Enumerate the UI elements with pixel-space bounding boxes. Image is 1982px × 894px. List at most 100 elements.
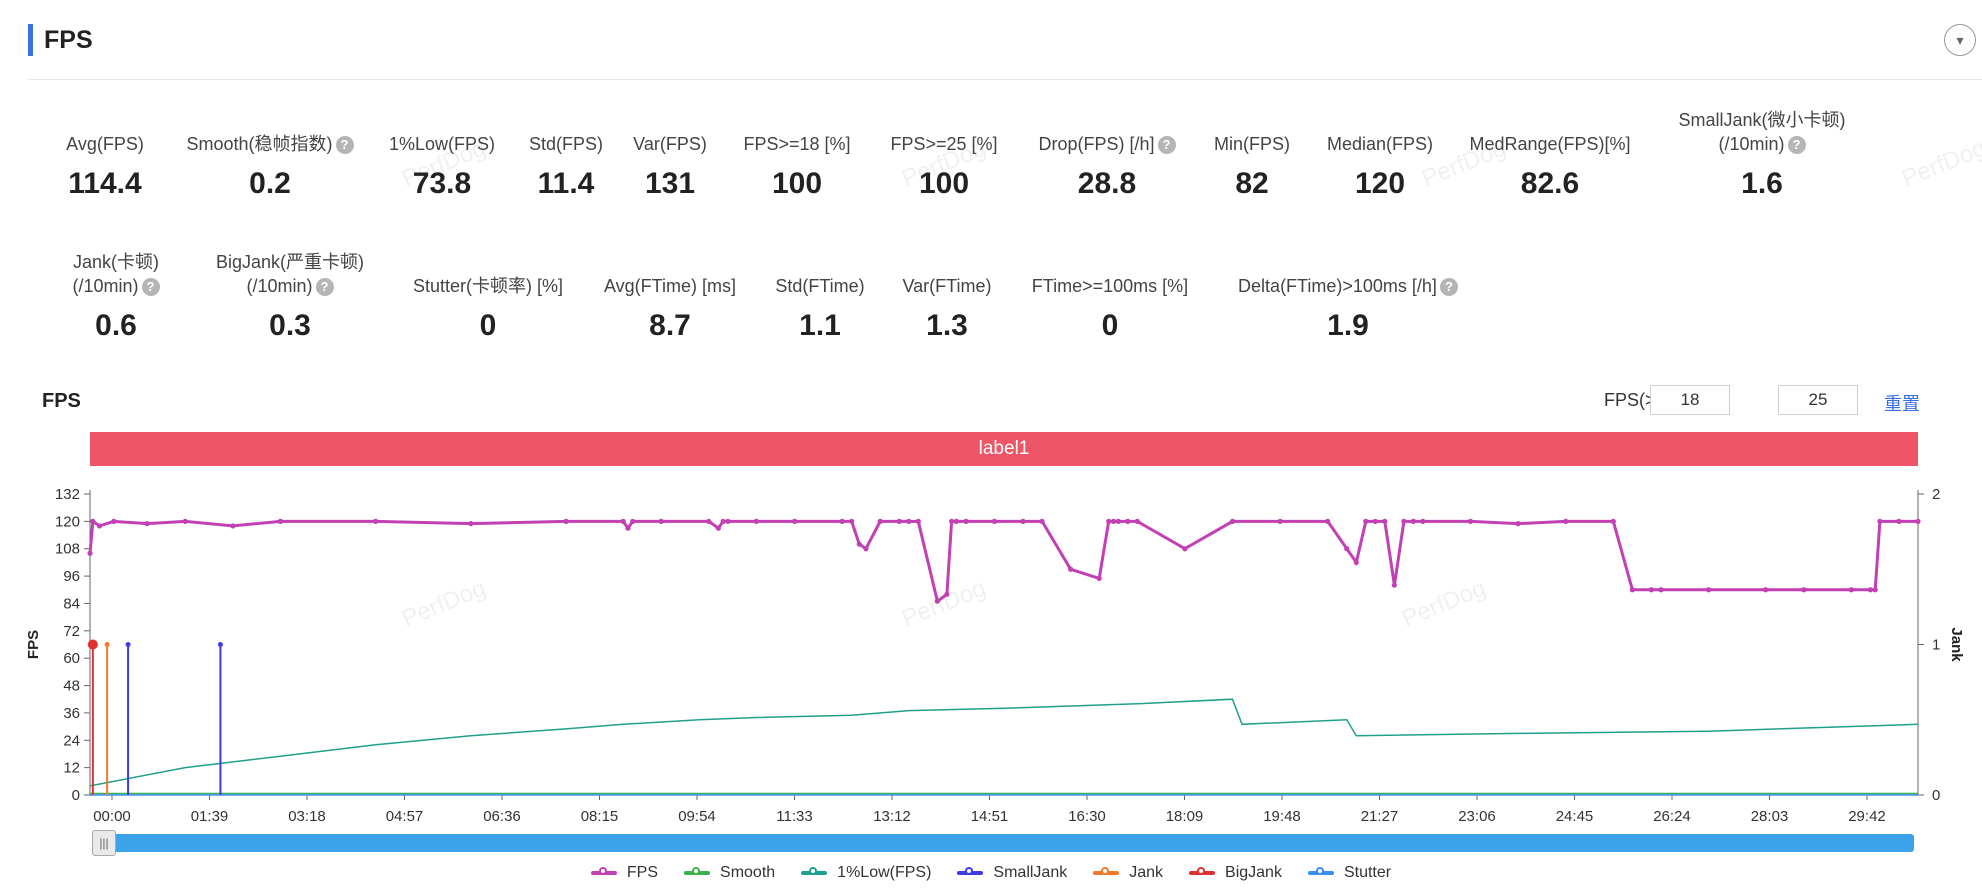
y-tick-label: 72 (63, 623, 80, 640)
fps-threshold-input-1[interactable] (1650, 385, 1730, 415)
jank-marker-smalljank (125, 642, 131, 647)
metric-value: 100 (771, 167, 823, 200)
help-icon[interactable]: ? (141, 278, 160, 297)
metric-row2-0: Jank(卡顿) (/10min)? 0.6 (6, 250, 226, 344)
watermark-6: PerfDog (897, 574, 990, 633)
fps-point (1420, 518, 1426, 524)
time-range-slider[interactable] (94, 834, 1914, 852)
legend-item-1-low-fps-[interactable]: 1%Low(FPS) (801, 864, 931, 882)
fps-point (991, 518, 998, 524)
fps-point (1801, 587, 1807, 593)
legend-item-bigjank[interactable]: BigJank (1189, 864, 1282, 882)
fps-point (1382, 518, 1388, 524)
fps-point (1867, 587, 1873, 593)
legend-item-fps[interactable]: FPS (590, 864, 658, 882)
fps-point (915, 518, 921, 524)
metric-label: Std(FPS) (456, 132, 676, 156)
fps-point (1229, 518, 1236, 524)
metric-value: 1.3 (926, 309, 968, 342)
fps-point (949, 518, 955, 524)
metric-label-text: MedRange(FPS)[%] (1469, 134, 1631, 154)
x-tick-label: 13:12 (873, 808, 911, 825)
metric-label-text: Var(FPS) (633, 134, 707, 154)
y-tick-label: 48 (63, 678, 80, 695)
legend-item-jank[interactable]: Jank (1093, 864, 1163, 882)
label-band[interactable]: label1 (90, 432, 1918, 466)
metric-row1-6: FPS>=25 [%] 100 (834, 132, 1054, 202)
y-tick-label: 12 (63, 760, 80, 777)
fps-point (934, 598, 940, 604)
x-tick-label: 18:09 (1166, 808, 1204, 825)
fps-point (1182, 546, 1188, 552)
help-icon[interactable]: ? (315, 278, 334, 297)
metric-row1-2: 1%Low(FPS) 73.8 (332, 132, 552, 202)
x-tick-label: 11:33 (776, 808, 812, 825)
legend-swatch (1189, 867, 1216, 875)
y2-tick-label: 1 (1932, 637, 1940, 654)
y-tick-label: 120 (55, 513, 80, 530)
metric-value: 28.8 (1077, 167, 1137, 200)
metric-value: 114.4 (68, 167, 142, 200)
help-icon[interactable]: ? (1439, 278, 1458, 297)
metric-label: Drop(FPS) [/h]? (997, 132, 1217, 156)
fps-point (753, 518, 760, 524)
metric-label-text: Drop(FPS) [/h] (1038, 134, 1155, 154)
metric-label: Var(FTime) (837, 274, 1057, 298)
header-divider (28, 79, 1982, 80)
collapse-chevron-icon[interactable]: ▾ (1944, 24, 1976, 56)
fps-point (96, 523, 103, 529)
help-icon[interactable]: ? (1787, 136, 1806, 155)
metric-row1-0: Avg(FPS) 114.4 (0, 132, 215, 202)
y-tick-label: 36 (63, 705, 80, 722)
fps-point (725, 518, 731, 524)
metric-label-unit-text: (/10min) (72, 276, 139, 296)
fps-point (1648, 587, 1655, 593)
x-tick-label: 24:45 (1556, 808, 1594, 825)
fps-point (625, 525, 631, 531)
x-tick-label: 04:57 (386, 808, 424, 825)
metric-value: 0.2 (249, 167, 291, 200)
x-tick-label: 21:27 (1361, 808, 1399, 825)
metric-row2-1: BigJank(严重卡顿) (/10min)? 0.3 (180, 250, 400, 344)
y2-axis-label: Jank (1948, 627, 1965, 662)
fps-point (658, 518, 664, 524)
help-icon[interactable]: ? (335, 136, 354, 155)
chart-legend: FPS Smooth 1%Low(FPS) SmallJank Jank BigJank S… (0, 860, 1982, 886)
series-line-fps (88, 518, 1918, 604)
x-tick-label: 19:48 (1263, 808, 1301, 825)
fps-point (230, 523, 236, 529)
fps-point (1106, 518, 1112, 524)
x-tick-label: 09:54 (678, 808, 716, 825)
metric-row1-9: Median(FPS) 120 (1270, 132, 1490, 202)
metric-label-text: Std(FTime) (775, 276, 865, 296)
legend-item-smalljank[interactable]: SmallJank (957, 864, 1067, 882)
help-icon[interactable]: ? (1157, 136, 1176, 155)
x-tick-label: 14:51 (971, 808, 1009, 825)
section-accent-bar (28, 24, 33, 56)
x-tick-label: 16:30 (1068, 808, 1106, 825)
fps-threshold-input-2[interactable] (1778, 385, 1858, 415)
fps-point (715, 525, 721, 531)
fps-point (877, 518, 883, 524)
metric-label-text: Avg(FPS) (66, 134, 144, 154)
slider-handle[interactable]: ||| (92, 830, 116, 856)
y-tick-label: 60 (63, 650, 80, 667)
legend-item-smooth[interactable]: Smooth (684, 864, 775, 882)
metric-label: 1%Low(FPS) (332, 132, 552, 156)
legend-label: Stutter (1343, 864, 1392, 881)
metric-label: Avg(FTime) [ms] (560, 274, 780, 298)
legend-item-stutter[interactable]: Stutter (1307, 864, 1392, 882)
reset-button[interactable]: 重置 (1884, 394, 1920, 414)
chart-title: FPS (42, 390, 81, 412)
metric-label: MedRange(FPS)[%] (1440, 132, 1660, 156)
metric-value: 82 (1235, 167, 1269, 200)
y-tick-label: 108 (55, 541, 80, 558)
fps-point (1125, 518, 1131, 524)
fps-point (1658, 587, 1664, 593)
y-axis-label: FPS (25, 630, 42, 659)
fps-point (144, 521, 150, 527)
fps-point (1877, 518, 1883, 524)
metric-label-text: Stutter(卡顿率) [%] (412, 276, 564, 296)
x-tick-label: 26:24 (1653, 808, 1691, 825)
metric-label-text: FPS>=25 [%] (890, 134, 998, 154)
